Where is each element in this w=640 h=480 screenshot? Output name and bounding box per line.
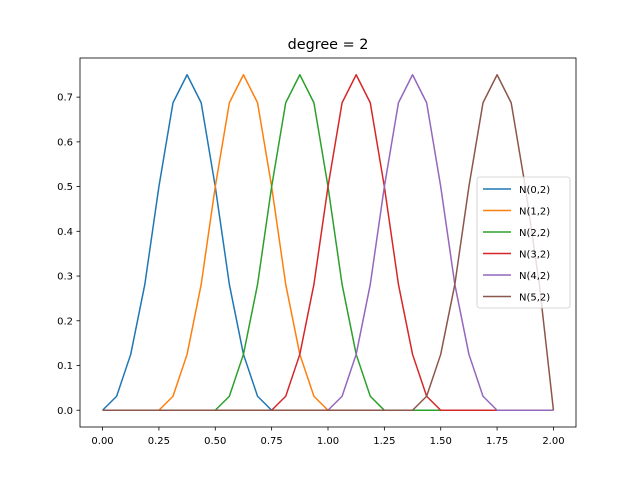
y-tick-label: 0.7: [57, 93, 73, 104]
x-tick-label: 0.75: [261, 436, 283, 447]
y-tick-label: 0.1: [57, 361, 73, 372]
x-tick-label: 0.00: [91, 436, 113, 447]
x-tick-label: 0.25: [148, 436, 170, 447]
series-line: [102, 74, 555, 411]
y-tick-label: 0.2: [57, 316, 73, 327]
y-tick-label: 0.3: [57, 272, 73, 283]
y-axis: 0.0 0.1 0.2 0.3 0.4 0.5 0.6 0.7: [57, 93, 80, 417]
chart-title: degree = 2: [288, 37, 369, 53]
series-5: [102, 74, 555, 411]
legend-item[interactable]: N(4,2): [483, 271, 550, 282]
legend-item[interactable]: N(0,2): [483, 185, 550, 196]
legend-box: [476, 176, 571, 309]
legend[interactable]: N(0,2) N(1,2) N(2,2) N(3,2) N(4,2) N(5,2): [476, 176, 571, 309]
legend-label: N(0,2): [519, 185, 550, 196]
series-layer: [102, 74, 555, 411]
y-tick-label: 0.5: [57, 182, 73, 193]
legend-label: N(3,2): [519, 250, 550, 261]
x-tick-label: 1.00: [317, 436, 339, 447]
legend-label: N(1,2): [519, 207, 550, 218]
y-tick-label: 0.0: [57, 406, 73, 417]
x-tick-label: 2.00: [542, 436, 564, 447]
legend-item[interactable]: N(2,2): [483, 228, 550, 239]
x-axis: 0.00 0.25 0.50 0.75 1.00 1.25 1.50 1.75 2.00: [91, 427, 565, 447]
legend-item[interactable]: N(3,2): [483, 250, 550, 261]
y-tick-label: 0.6: [57, 137, 73, 148]
x-tick-label: 1.75: [486, 436, 508, 447]
x-tick-label: 1.25: [373, 436, 395, 447]
legend-label: N(2,2): [519, 228, 550, 239]
legend-label: N(4,2): [519, 271, 550, 282]
legend-label: N(5,2): [519, 293, 550, 304]
y-tick-label: 0.4: [57, 227, 73, 238]
legend-item[interactable]: N(5,2): [483, 293, 550, 304]
legend-item[interactable]: N(1,2): [483, 207, 550, 218]
x-tick-label: 0.50: [204, 436, 226, 447]
x-tick-label: 1.50: [430, 436, 452, 447]
